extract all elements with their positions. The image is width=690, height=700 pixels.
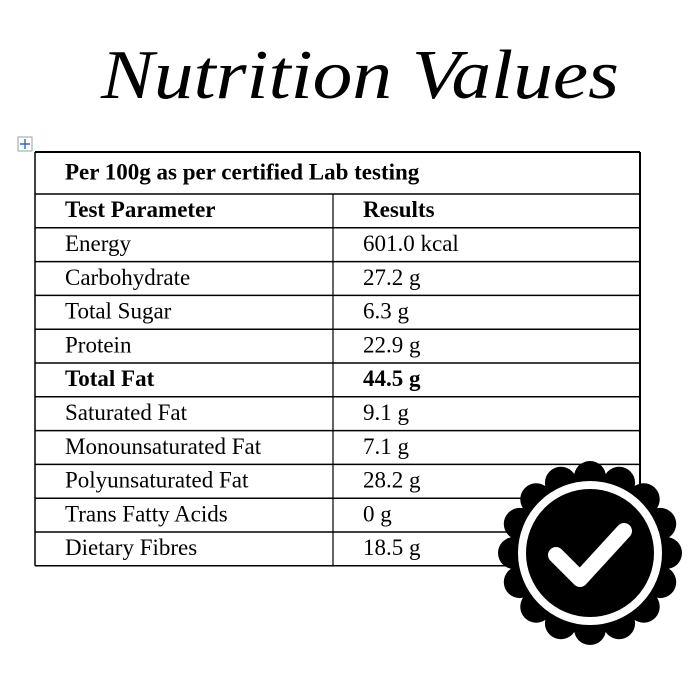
table-caption: Per 100g as per certified Lab testing: [65, 159, 420, 184]
result-cell: 22.9 g: [363, 332, 421, 357]
column-header: Test Parameter: [65, 197, 216, 222]
parameter-cell: Dietary Fibres: [65, 535, 197, 560]
table: Per 100g as per certified Lab testing Tes…: [34, 151, 641, 567]
parameter-cell: Energy: [65, 231, 132, 256]
verified-badge: [498, 461, 682, 645]
badge-ring: [518, 481, 662, 625]
parameter-cell: Total Fat: [65, 366, 155, 391]
result-cell: 44.5 g: [363, 366, 421, 391]
parameter-cell: Protein: [65, 332, 132, 357]
result-cell: 27.2 g: [363, 265, 421, 290]
result-cell: 28.2 g: [363, 468, 421, 493]
parameter-cell: Carbohydrate: [65, 265, 190, 290]
result-cell: 18.5 g: [363, 535, 421, 560]
parameter-cell: Trans Fatty Acids: [65, 501, 228, 526]
column-header: Results: [363, 197, 435, 222]
parameter-cell: Monounsaturated Fat: [65, 434, 262, 459]
result-cell: 0 g: [363, 501, 392, 526]
result-cell: 7.1 g: [363, 434, 410, 459]
badge-body: [510, 473, 670, 633]
title: Nutrition Values: [100, 37, 619, 114]
parameter-cell: Total Sugar: [65, 299, 172, 324]
result-cell: 6.3 g: [363, 299, 410, 324]
result-cell: 601.0 kcal: [363, 231, 459, 256]
parameter-cell: Polyunsaturated Fat: [65, 468, 249, 493]
parameter-cell: Saturated Fat: [65, 400, 188, 425]
result-cell: 9.1 g: [363, 400, 410, 425]
badge-check: [548, 523, 632, 587]
move-handle[interactable]: [17, 136, 33, 152]
